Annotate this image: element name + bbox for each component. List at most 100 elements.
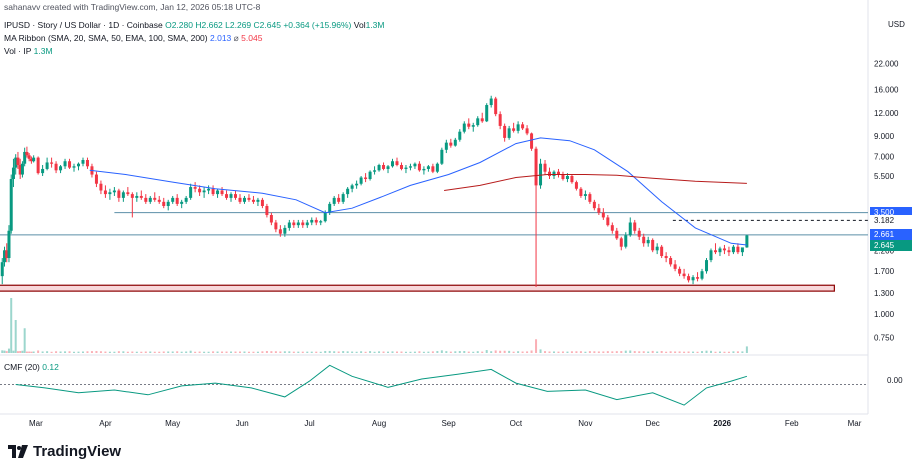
ma-ribbon-val1: 2.013 (210, 33, 232, 43)
ohlc-high: H2.662 (195, 20, 223, 30)
candle-body (512, 128, 516, 131)
volume-bar (660, 351, 663, 353)
volume-bar (12, 350, 15, 353)
candle-body (678, 268, 682, 274)
volume-bar (23, 328, 26, 353)
volume-bar (99, 351, 102, 353)
volume-bar (216, 351, 219, 353)
volume-bar (37, 350, 40, 353)
volume-bar (221, 351, 224, 353)
volume-bar (5, 351, 8, 353)
ema100-line (444, 174, 747, 191)
x-tick-label: Feb (785, 419, 799, 428)
candle-body (588, 194, 592, 202)
vol-line-value: 1.3M (33, 46, 53, 56)
ma-ribbon-sep: ⌀ (233, 33, 239, 43)
volume-bar (7, 348, 10, 353)
volume-bar (382, 351, 385, 353)
candle-body (539, 163, 543, 186)
volume-bar (46, 351, 49, 353)
price-label-2645: 2.645 (870, 240, 912, 252)
candle-body (570, 176, 574, 183)
candle-body (251, 199, 255, 202)
volume-bar (647, 351, 650, 353)
volume-bar (490, 351, 493, 353)
volume-bar (557, 351, 560, 353)
volume-bar (736, 351, 739, 353)
candle-body (494, 98, 498, 115)
candle-body (583, 194, 587, 196)
candle-body (377, 164, 381, 171)
ohlc-low: L2.269 (225, 20, 252, 30)
volume-bar (333, 351, 336, 353)
candle-body (41, 168, 45, 174)
volume-bar (355, 351, 358, 353)
vol-label: Vol (353, 20, 366, 30)
candle-body (301, 222, 305, 226)
candle-body (740, 247, 744, 253)
x-tick-label: Jul (304, 419, 314, 428)
candle-body (305, 222, 309, 226)
volume-bar (234, 351, 237, 353)
vol-value: 1.3M (365, 20, 385, 30)
volume-bar (651, 350, 654, 353)
volume-bar (517, 351, 520, 353)
volume-bar (203, 351, 206, 353)
cmf-zero-tick: 0.00 (887, 376, 903, 385)
candle-body (391, 161, 395, 167)
volume-bar (176, 351, 179, 353)
candle-body (346, 188, 350, 195)
candle-body (642, 236, 646, 244)
volume-bar (633, 351, 636, 353)
candle-body (543, 163, 547, 172)
candle-body (458, 131, 462, 140)
volume-bar (692, 351, 695, 353)
candle-body (413, 163, 417, 167)
candle-body (314, 219, 318, 223)
candle-body (408, 166, 412, 168)
volume-bar (64, 351, 67, 353)
candle-body (341, 194, 345, 202)
volume-bar (90, 351, 93, 353)
candle-body (399, 164, 403, 169)
volume-bar (683, 351, 686, 353)
volume-bar (400, 351, 403, 353)
volume-bar (180, 351, 183, 353)
volume-bar (566, 351, 569, 353)
candle-body (94, 174, 98, 184)
candle-body (36, 157, 40, 174)
candle-body (323, 212, 327, 222)
candle-body (713, 250, 717, 253)
volume-bar (247, 351, 250, 353)
candle-body (72, 166, 76, 168)
volume-bar (458, 351, 461, 353)
volume-bar (346, 351, 349, 353)
candle-body (216, 190, 220, 195)
candle-body (103, 190, 107, 195)
volume-bar (611, 351, 614, 353)
y-tick-label: 16.000 (874, 85, 899, 94)
candle-body (467, 123, 471, 127)
volume-bar (50, 351, 53, 353)
candle-body (660, 246, 664, 257)
candle-body (431, 166, 435, 172)
candle-body (162, 201, 166, 206)
volume-bar (212, 351, 215, 353)
volume-bar (86, 351, 89, 353)
volume-bar (292, 351, 295, 353)
volume-bar (409, 351, 412, 353)
candle-body (292, 222, 296, 226)
volume-bar (158, 351, 161, 353)
candle-body (274, 222, 278, 230)
volume-bar (315, 351, 318, 353)
candle-body (27, 155, 31, 159)
candle-body (736, 246, 740, 253)
candle-body (682, 273, 686, 277)
candle-body (731, 246, 735, 253)
volume-bar (615, 351, 618, 353)
candle-body (669, 258, 673, 265)
y-tick-label: 22.000 (874, 60, 899, 69)
candle-body (139, 195, 143, 198)
volume-bar (512, 351, 515, 353)
